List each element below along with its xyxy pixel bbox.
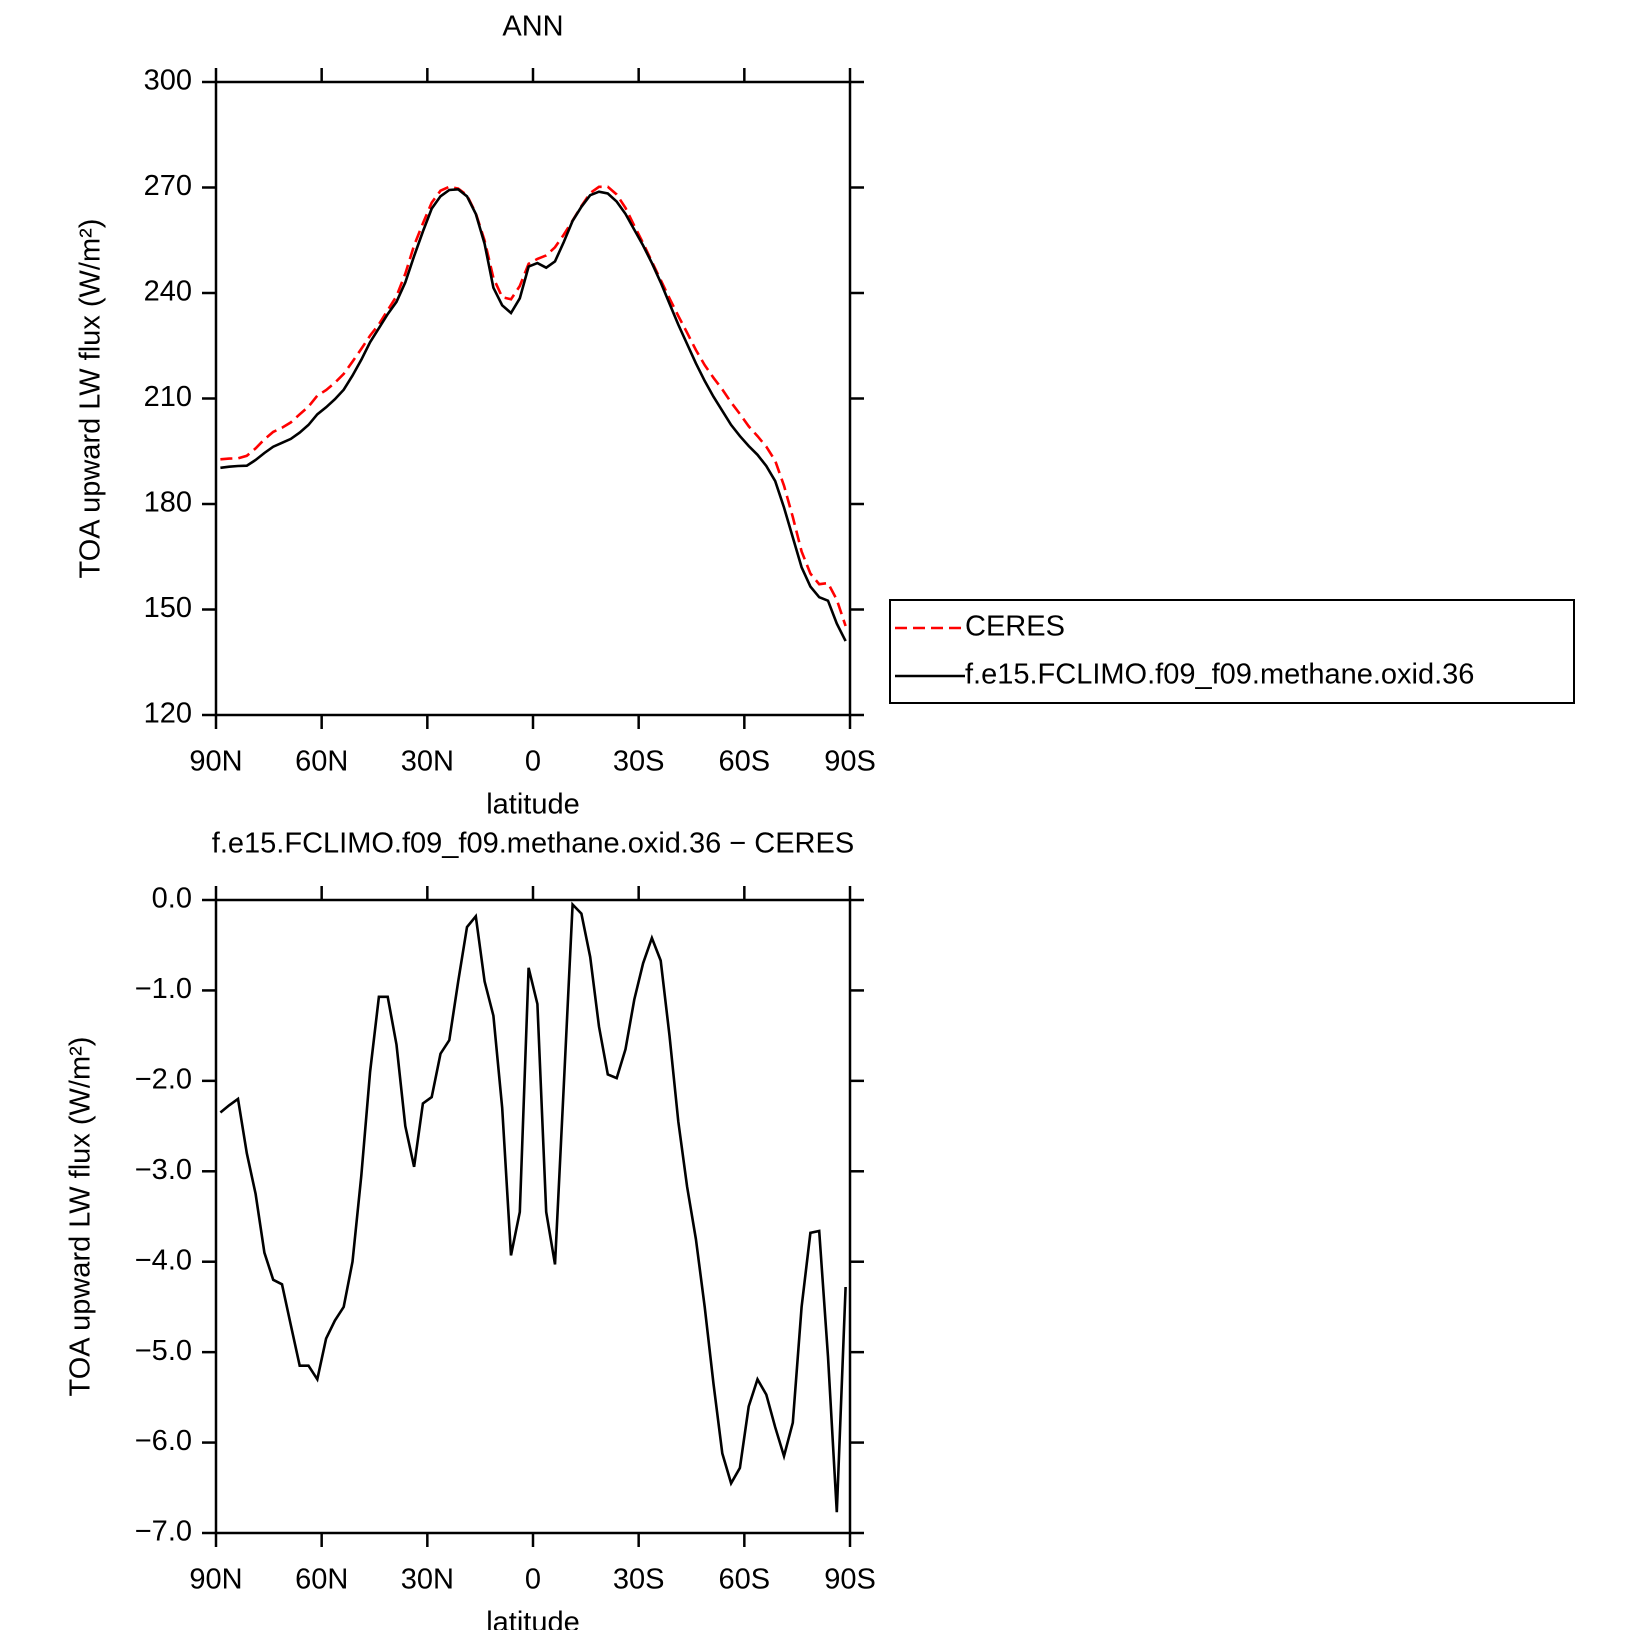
x-tick-label: 30S: [613, 746, 665, 778]
y-tick-label: 300: [144, 65, 192, 97]
data-line: [220, 187, 847, 642]
y-tick-label: 240: [144, 276, 192, 308]
chart-title: ANN: [502, 11, 563, 43]
x-tick-label: 30S: [613, 1564, 665, 1596]
legend-box: [889, 599, 1575, 704]
x-tick-label: 0: [525, 746, 541, 778]
y-tick-label: −5.0: [135, 1335, 192, 1367]
x-tick-label: 90N: [189, 1564, 242, 1596]
y-tick-label: 0.0: [152, 883, 192, 915]
x-tick-label: 60S: [719, 746, 771, 778]
x-tick-label: 90N: [189, 746, 242, 778]
chart-title: f.e15.FCLIMO.f09_f09.methane.oxid.36 − C…: [212, 828, 854, 860]
x-tick-label: 30N: [401, 746, 454, 778]
plot-frame: [214, 898, 852, 1535]
x-tick-label: 30N: [401, 1564, 454, 1596]
x-tick-label: 60S: [719, 1564, 771, 1596]
x-tick-label: 60N: [295, 1564, 348, 1596]
y-tick-label: −2.0: [135, 1064, 192, 1096]
data-line: [220, 185, 847, 627]
data-line: [219, 901, 847, 1513]
x-tick-label: 90S: [824, 1564, 876, 1596]
y-tick-label: −6.0: [135, 1425, 192, 1457]
legend-label: f.e15.FCLIMO.f09_f09.methane.oxid.36: [965, 659, 1474, 691]
x-tick-label: 90S: [824, 746, 876, 778]
y-axis-label: TOA upward LW flux (W/m²): [75, 219, 107, 579]
y-tick-label: 210: [144, 381, 192, 413]
y-tick-label: 150: [144, 592, 192, 624]
x-axis-label: latitude: [486, 1607, 580, 1630]
y-tick-label: −4.0: [135, 1244, 192, 1276]
y-tick-label: −7.0: [135, 1516, 192, 1548]
legend-label: CERES: [965, 611, 1065, 643]
y-axis-label: TOA upward LW flux (W/m²): [65, 1037, 97, 1397]
y-tick-label: −3.0: [135, 1154, 192, 1186]
plot-frame: [214, 80, 852, 717]
y-tick-label: 270: [144, 170, 192, 202]
y-tick-label: 120: [144, 698, 192, 730]
x-tick-label: 0: [525, 1564, 541, 1596]
y-tick-label: 180: [144, 487, 192, 519]
y-tick-label: −1.0: [135, 973, 192, 1005]
x-axis-label: latitude: [486, 789, 580, 821]
x-tick-label: 60N: [295, 746, 348, 778]
